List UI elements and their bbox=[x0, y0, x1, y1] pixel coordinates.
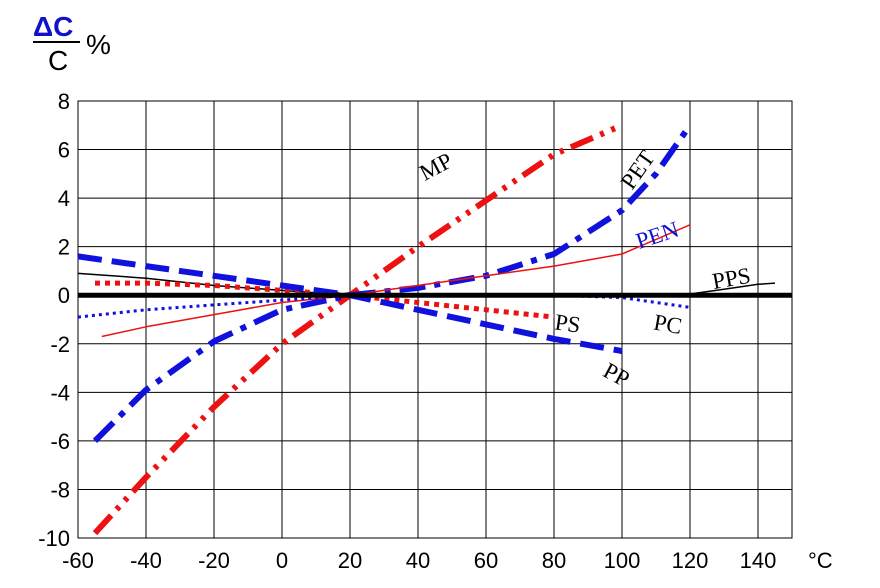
x-tick-label: 120 bbox=[672, 548, 709, 573]
y-tick-label: 8 bbox=[58, 89, 70, 114]
y-tick-label: 6 bbox=[58, 138, 70, 163]
y-tick-label: 2 bbox=[58, 235, 70, 260]
series-label-pc: PC bbox=[652, 310, 684, 340]
y-label-denominator: C bbox=[48, 45, 68, 76]
x-tick-label: -20 bbox=[198, 548, 230, 573]
tick-labels: -60 -40 -20 0 20 40 60 80 100 120 140-10-8-6-4-202… bbox=[38, 89, 776, 573]
series-label-ps: PS bbox=[553, 309, 582, 337]
x-tick-label: 40 bbox=[406, 548, 430, 573]
series-label-pen: PEN bbox=[633, 217, 682, 254]
x-tick-label: 60 bbox=[474, 548, 498, 573]
series-label-mp: MP bbox=[415, 148, 456, 186]
y-tick-label: 0 bbox=[58, 283, 70, 308]
series-line-pc bbox=[77, 293, 691, 319]
series-line-pet bbox=[92, 123, 693, 444]
x-tick-label: 0 bbox=[276, 548, 288, 573]
y-tick-label: -6 bbox=[50, 429, 70, 454]
x-tick-label: -40 bbox=[130, 548, 162, 573]
y-tick-label: -8 bbox=[50, 477, 70, 502]
x-axis-unit: °C bbox=[808, 548, 833, 573]
series-line-pen bbox=[101, 224, 691, 338]
series-line-mp bbox=[92, 122, 624, 536]
y-axis-label: ΔC C % bbox=[33, 11, 111, 76]
plot-frame bbox=[77, 100, 793, 539]
y-tick-label: -2 bbox=[50, 332, 70, 357]
x-tick-label: -60 bbox=[62, 548, 94, 573]
y-label-numerator: ΔC bbox=[33, 11, 73, 42]
y-tick-label: -10 bbox=[38, 526, 70, 551]
y-label-unit: % bbox=[86, 29, 111, 60]
x-tick-label: 140 bbox=[740, 548, 777, 573]
x-tick-label: 80 bbox=[542, 548, 566, 573]
series-label-pps: PPS bbox=[710, 263, 752, 294]
x-tick-label: 20 bbox=[338, 548, 362, 573]
y-tick-label: -4 bbox=[50, 380, 70, 405]
x-tick-label: 100 bbox=[604, 548, 641, 573]
y-tick-label: 4 bbox=[58, 186, 70, 211]
series-label-pp: PP bbox=[599, 358, 633, 392]
grid bbox=[77, 100, 793, 539]
